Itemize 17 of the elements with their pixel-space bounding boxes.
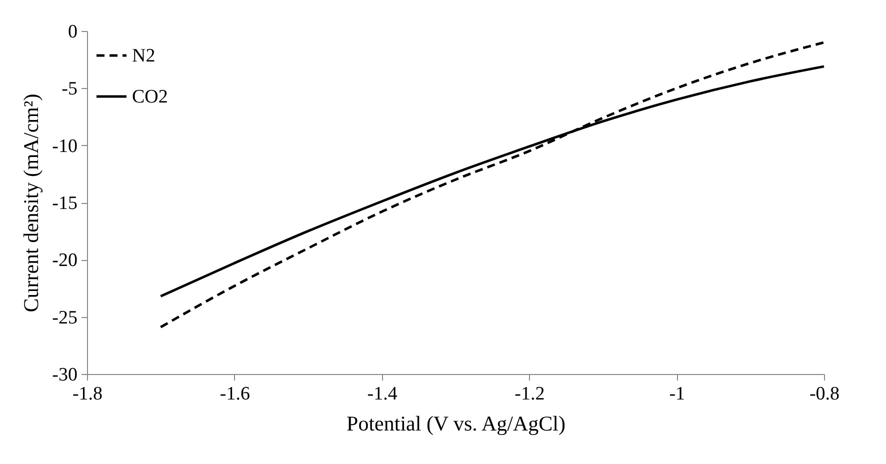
x-tick-label: -1 — [669, 384, 686, 404]
x-tick-label: -1.6 — [220, 384, 250, 404]
x-tick-label: -0.8 — [809, 384, 840, 404]
legend-label: N2 — [132, 46, 156, 66]
y-tick-label: -10 — [52, 136, 78, 157]
y-tick-label: -25 — [52, 307, 78, 328]
x-tick-label: -1.4 — [367, 384, 398, 404]
x-tick-label: -1.8 — [72, 384, 103, 404]
x-axis-title: Potential (V vs. Ag/AgCl) — [346, 412, 566, 436]
legend-label: CO2 — [132, 86, 168, 108]
y-tick-label: -20 — [52, 250, 78, 272]
y-tick-label: 0 — [68, 22, 78, 42]
y-tick-label: -15 — [52, 193, 78, 214]
y-axis-title: Current density (mA/cm²) — [19, 94, 44, 312]
x-tick-label: -1.2 — [514, 384, 545, 404]
y-tick-label: -5 — [62, 78, 78, 100]
y-tick-label: -30 — [52, 364, 78, 386]
